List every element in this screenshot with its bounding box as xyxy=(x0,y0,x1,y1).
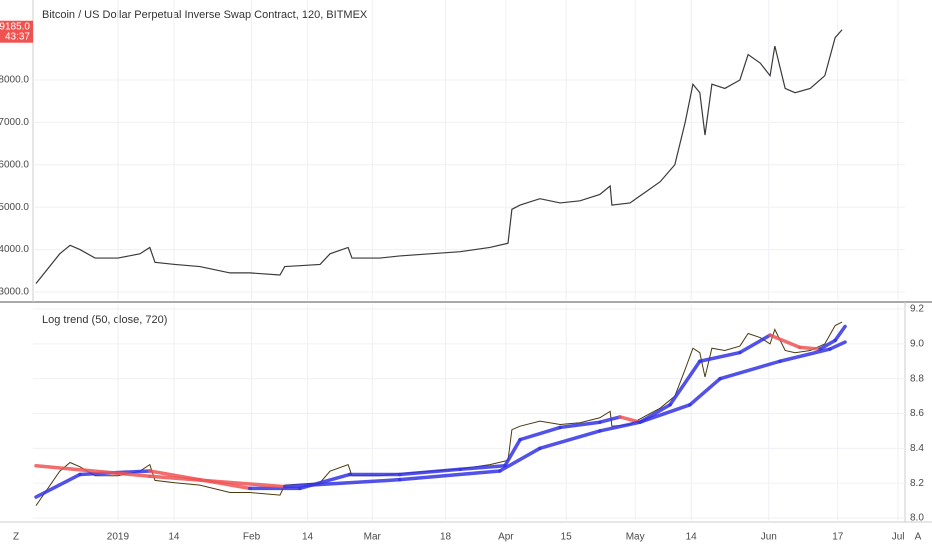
trend-segment xyxy=(503,437,522,468)
trend-segment xyxy=(718,359,782,381)
trend-segment xyxy=(398,467,462,477)
x-tick-label: 15 xyxy=(561,532,573,543)
last-price-label: 9185.0 xyxy=(0,21,30,32)
trend-segment xyxy=(688,376,722,407)
trend-segment xyxy=(833,324,847,343)
y-tick-label: 3000.0 xyxy=(0,287,29,298)
trend-segment xyxy=(34,463,152,478)
y-tick-label: 8.8 xyxy=(910,373,924,384)
trend-segment xyxy=(778,347,832,364)
y-tick-label: 8.2 xyxy=(910,478,924,489)
trend-segment xyxy=(34,472,82,499)
chart-title: Bitcoin / US Dollar Perpetual Inverse Sw… xyxy=(42,9,368,21)
x-tick-label: 18 xyxy=(440,532,452,543)
trend-segment xyxy=(148,474,287,489)
trend-segment xyxy=(598,415,622,424)
auto-button[interactable]: A xyxy=(915,532,922,543)
indicator-title: Log trend (50, close, 720) xyxy=(42,314,167,326)
y-tick-label: 8.6 xyxy=(910,408,924,419)
countdown-label: 43:37 xyxy=(5,31,30,42)
y-tick-label: 9.0 xyxy=(910,338,924,349)
x-tick-label: 17 xyxy=(832,532,844,543)
trend-segment xyxy=(828,340,847,351)
y-tick-label: 8000.0 xyxy=(0,75,29,86)
trend-segment xyxy=(458,463,507,471)
y-tick-label: 5000.0 xyxy=(0,202,29,213)
trend-segment xyxy=(738,333,772,355)
y-tick-label: 7000.0 xyxy=(0,117,29,128)
log-price-line xyxy=(35,321,843,506)
trend-segment xyxy=(638,403,692,424)
y-tick-label: 8.4 xyxy=(910,443,924,454)
x-tick-label: 14 xyxy=(302,532,314,543)
trend-segment xyxy=(282,477,402,489)
y-tick-label: 6000.0 xyxy=(0,159,29,170)
x-tick-label: 2019 xyxy=(107,532,130,543)
x-tick-label: Feb xyxy=(243,532,261,543)
x-tick-label: Jun xyxy=(761,532,777,543)
x-tick-label: May xyxy=(626,532,645,543)
trend-segment xyxy=(598,420,642,433)
zoom-button[interactable]: Z xyxy=(13,532,19,543)
trend-segment xyxy=(398,469,502,482)
x-tick-label: Mar xyxy=(364,532,382,543)
x-tick-label: Jul xyxy=(892,532,905,543)
price-line xyxy=(35,29,843,284)
y-tick-label: 4000.0 xyxy=(0,244,29,255)
trend-segment xyxy=(498,446,542,473)
trend-segment xyxy=(768,333,802,350)
trend-segment xyxy=(698,350,742,364)
trend-segment xyxy=(818,338,837,351)
trend-segment xyxy=(668,359,702,407)
trend-segment xyxy=(538,429,602,451)
x-tick-label: 14 xyxy=(168,532,180,543)
trend-segment xyxy=(798,345,822,351)
y-tick-label: 9.2 xyxy=(910,304,924,315)
x-tick-label: Apr xyxy=(498,532,514,543)
trend-segment xyxy=(518,425,562,442)
x-tick-label: 14 xyxy=(686,532,698,543)
trend-segment xyxy=(558,420,602,430)
last-price-tag xyxy=(0,20,33,43)
y-tick-label: 8.0 xyxy=(910,513,924,524)
